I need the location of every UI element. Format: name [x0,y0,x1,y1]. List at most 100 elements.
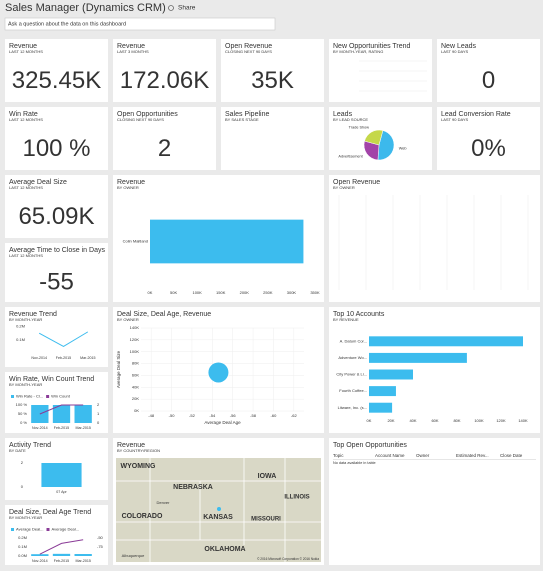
y-tick-label: 0.1M [18,544,27,549]
y-tick-label: 140K [130,325,140,330]
tile[interactable] [221,107,324,170]
x-tick-label: -58 [250,413,257,418]
tile-subtitle: BY MONTH-YEAR [9,382,42,387]
x-tick-label: 300K [287,290,297,295]
y-axis-label: Average Deal Size [116,350,121,388]
tile-title: Open Revenue [225,43,272,50]
tile[interactable] [5,307,108,367]
y2-tick-label: 2 [97,402,100,407]
x-tick-label: Feb-2015 [56,356,71,360]
tile[interactable] [5,39,108,102]
tile-subtitle: BY DATE [9,448,26,453]
y-tick-label: 2 [21,460,24,465]
x-tick-label: 350K [310,290,320,295]
y2-tick-label: -50 [97,535,104,540]
legend-label: Average Deal... [16,527,44,532]
tile-subtitle: BY OWNER [333,185,355,190]
slice-label: Web [399,146,407,150]
share-button[interactable]: Share [168,5,196,12]
kpi-value: -55 [39,268,74,295]
share-label[interactable]: Share [178,5,196,12]
tile-subtitle: LAST 12 MONTHS [9,49,43,54]
tile[interactable] [113,107,216,170]
tile-title: Revenue [117,43,145,50]
legend-label: Average Deal... [52,527,80,532]
tile-subtitle: LAST 12 MONTHS [9,185,43,190]
kpi-value: 172.06K [120,67,209,94]
bar [31,554,49,556]
tile[interactable] [329,175,540,302]
map-label: COLORADO [122,513,163,520]
pie-slice [363,140,380,161]
x-axis-label: Average Deal Age [204,420,241,425]
x-tick-label: 100K [474,418,484,423]
tile[interactable] [329,307,540,433]
tile-title: Open Revenue [333,179,380,186]
map-label: Denver [157,500,171,505]
tile-title: New Leads [441,43,477,50]
tile-title: Open Opportunities [117,111,178,118]
tile-title: Average Time to Close in Days [9,247,105,254]
map-label: OKLAHOMA [204,546,245,553]
legend-label: Win Rate - Cl... [16,394,43,399]
x-tick-label: -62 [291,413,298,418]
category-label: City Power & Li... [336,372,367,377]
kpi-value: 100 % [22,135,90,162]
bar [369,369,413,380]
x-tick-label: Mar-2015 [80,356,95,360]
legend-swatch [11,395,14,398]
x-tick-label: 50K [170,290,177,295]
y-tick-label: 50 % [18,411,28,416]
tile-subtitle: BY LEAD SOURCE [333,117,368,122]
bar [369,352,467,363]
y-tick-label: 100 % [16,402,28,407]
tile[interactable] [329,39,432,102]
tile-title: Win Rate, Win Count Trend [9,376,94,383]
kpi-value: 0 [482,67,495,94]
search-box[interactable] [4,17,276,31]
tile[interactable] [221,39,324,102]
x-tick-label: 150K [216,290,226,295]
x-tick-label: 40K [409,418,416,423]
tile[interactable] [437,39,540,102]
x-tick-label: -56 [230,413,237,418]
x-tick-label: 60K [431,418,438,423]
pie-slice [377,130,395,161]
y2-tick-label: -75 [97,544,104,549]
map-label: WYOMING [121,463,157,470]
dashboard-title: Sales Manager (Dynamics CRM) [5,2,166,14]
y-tick-label: 0.1M [16,337,25,342]
search-placeholder[interactable]: Ask a question about the data on this da… [8,21,126,27]
share-icon [168,5,174,11]
y2-tick-label: 1 [97,411,100,416]
bar [369,402,393,413]
tile[interactable] [113,39,216,102]
map-copyright: © 2016 Microsoft Corporation © 2016 Noki… [257,557,319,561]
x-tick-label: 80K [453,418,460,423]
y-tick-label: 0.2M [18,535,27,540]
tile-subtitle: BY MONTH-YEAR, RATING [333,49,383,54]
column-header: Account Name [375,453,405,458]
x-tick-label: 20K [387,418,394,423]
tile-subtitle: BY SALES STAGE [225,117,259,122]
x-tick-label: 0K [367,418,372,423]
x-tick-label: 07 Apr [56,490,67,494]
line [39,404,84,415]
x-tick-label: 200K [240,290,250,295]
tile[interactable] [5,175,108,238]
tile-subtitle: CLOSING NEXT 90 DAYS [225,49,272,54]
tile[interactable] [5,243,108,302]
kpi-value: 0% [471,135,506,162]
tile-subtitle: LAST 90 DAYS [441,117,469,122]
tile[interactable] [329,438,540,565]
category-label: Fourth Coffee... [339,388,367,393]
x-tick-label: 120K [496,418,506,423]
tile[interactable] [437,107,540,170]
x-tick-label: Feb-2015 [54,426,69,430]
bar [369,386,396,397]
tile-title: Deal Size, Deal Age Trend [9,509,91,516]
map-label: MISSOURI [251,517,281,523]
x-tick-label: Nov-2014 [32,559,48,563]
tile[interactable] [5,107,108,170]
